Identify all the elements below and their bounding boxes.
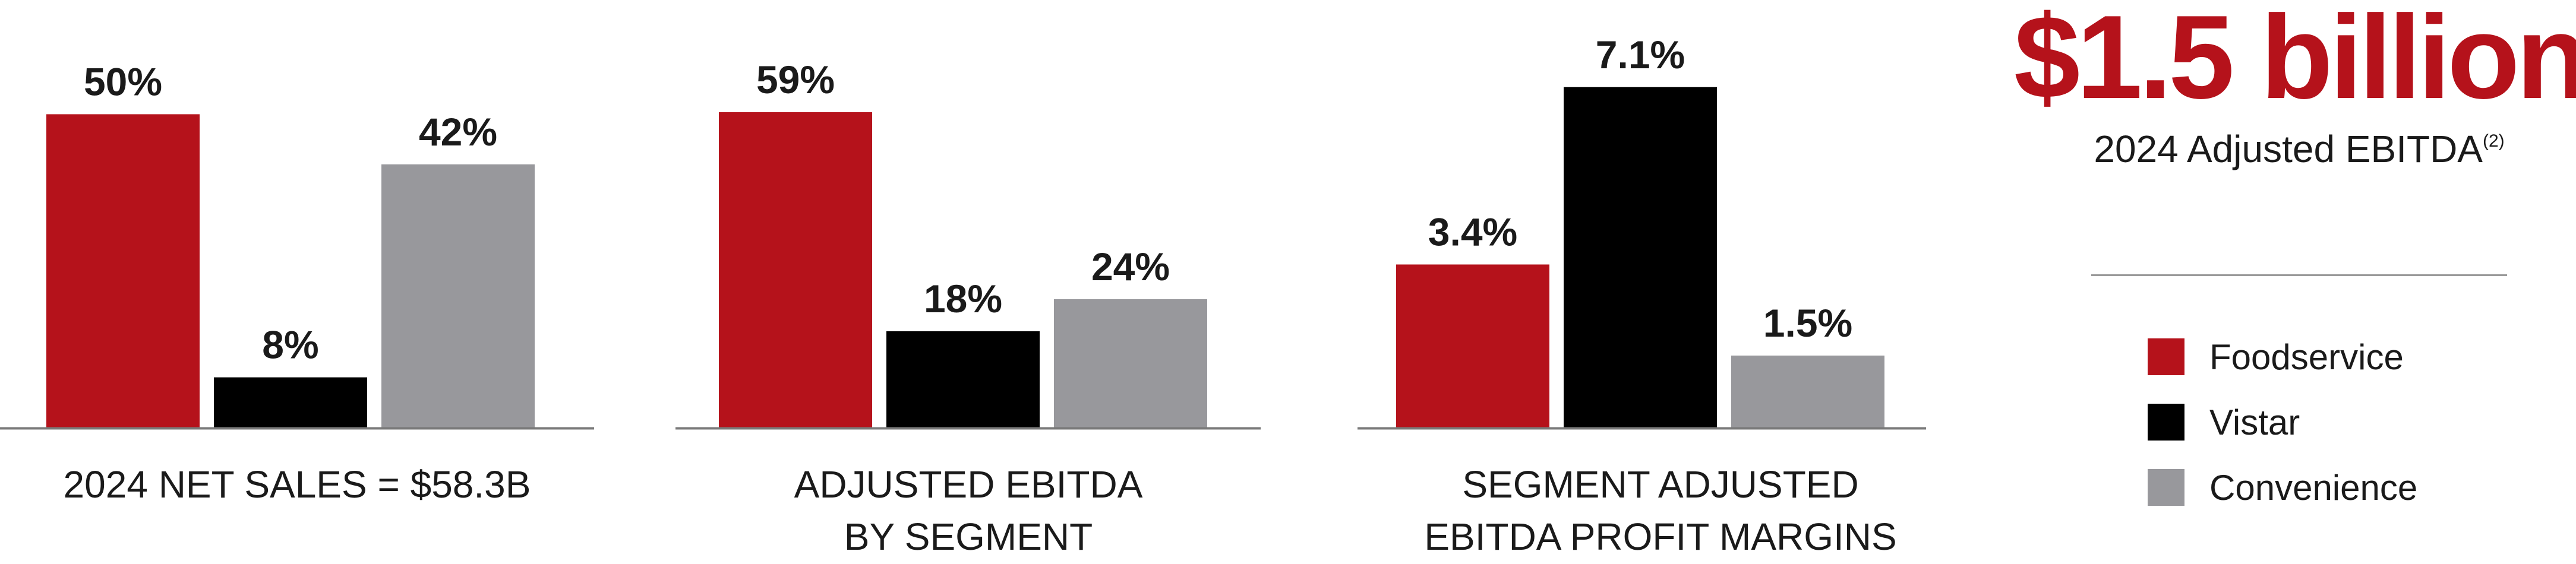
bar-convenience [1054, 299, 1207, 427]
legend-item-foodservice: Foodservice [2148, 324, 2417, 389]
bar-value-label-convenience: 42% [419, 110, 497, 154]
net-sales-chart: 50% 8% 42% [0, 59, 594, 430]
bar-value-label-foodservice: 3.4% [1428, 210, 1517, 254]
bar-foodservice [719, 112, 872, 427]
legend-swatch-vistar [2148, 404, 2184, 441]
ebitda-margins-chart-title: SEGMENT ADJUSTED EBITDA PROFIT MARGINS [1424, 463, 1897, 559]
net-sales-chart-title: 2024 NET SALES = $58.3B [63, 463, 531, 506]
footnote-marker: (2) [2482, 131, 2505, 151]
bar-value-label-vistar: 8% [262, 323, 318, 367]
adjusted-ebitda-label: 2024 Adjusted EBITDA(2) [2044, 125, 2555, 174]
legend-label-foodservice: Foodservice [2209, 337, 2404, 377]
bar-value-label-foodservice: 59% [756, 58, 835, 102]
ebitda-margins-chart: 3.4% 7.1% 1.5% [1358, 33, 1926, 430]
bar-value-label-vistar: 18% [924, 277, 1002, 321]
bar-value-label-vistar: 7.1% [1596, 33, 1685, 77]
legend-swatch-convenience [2148, 469, 2184, 506]
bar-convenience [381, 164, 535, 427]
legend-item-vistar: Vistar [2148, 389, 2417, 455]
legend-label-vistar: Vistar [2209, 402, 2300, 442]
bar-foodservice [46, 114, 200, 427]
legend-swatch-foodservice [2148, 338, 2184, 375]
bar-value-label-convenience: 1.5% [1763, 301, 1852, 345]
adjusted-ebitda-value: $1.5 billion [2014, 0, 2576, 123]
legend-label-convenience: Convenience [2209, 467, 2418, 508]
legend-divider [2091, 274, 2507, 276]
legend-item-convenience: Convenience [2148, 455, 2417, 520]
bar-vistar [214, 377, 367, 427]
bar-vistar [886, 331, 1040, 427]
bar-vistar [1564, 87, 1717, 427]
segment-charts: 50% 8% 42% 59% 18% 24% 3.4% 7.1% 1.5% [0, 33, 1926, 430]
bar-foodservice [1396, 264, 1549, 427]
adjusted-ebitda-label-text: 2024 Adjusted EBITDA [2094, 128, 2483, 170]
bar-value-label-convenience: 24% [1091, 245, 1170, 289]
ebitda-by-segment-chart: 59% 18% 24% [675, 58, 1261, 430]
legend: Foodservice Vistar Convenience [2148, 324, 2417, 520]
bar-value-label-foodservice: 50% [84, 59, 162, 103]
ebitda-by-segment-chart-title: ADJUSTED EBITDA BY SEGMENT [794, 463, 1143, 559]
bar-convenience [1731, 355, 1884, 427]
